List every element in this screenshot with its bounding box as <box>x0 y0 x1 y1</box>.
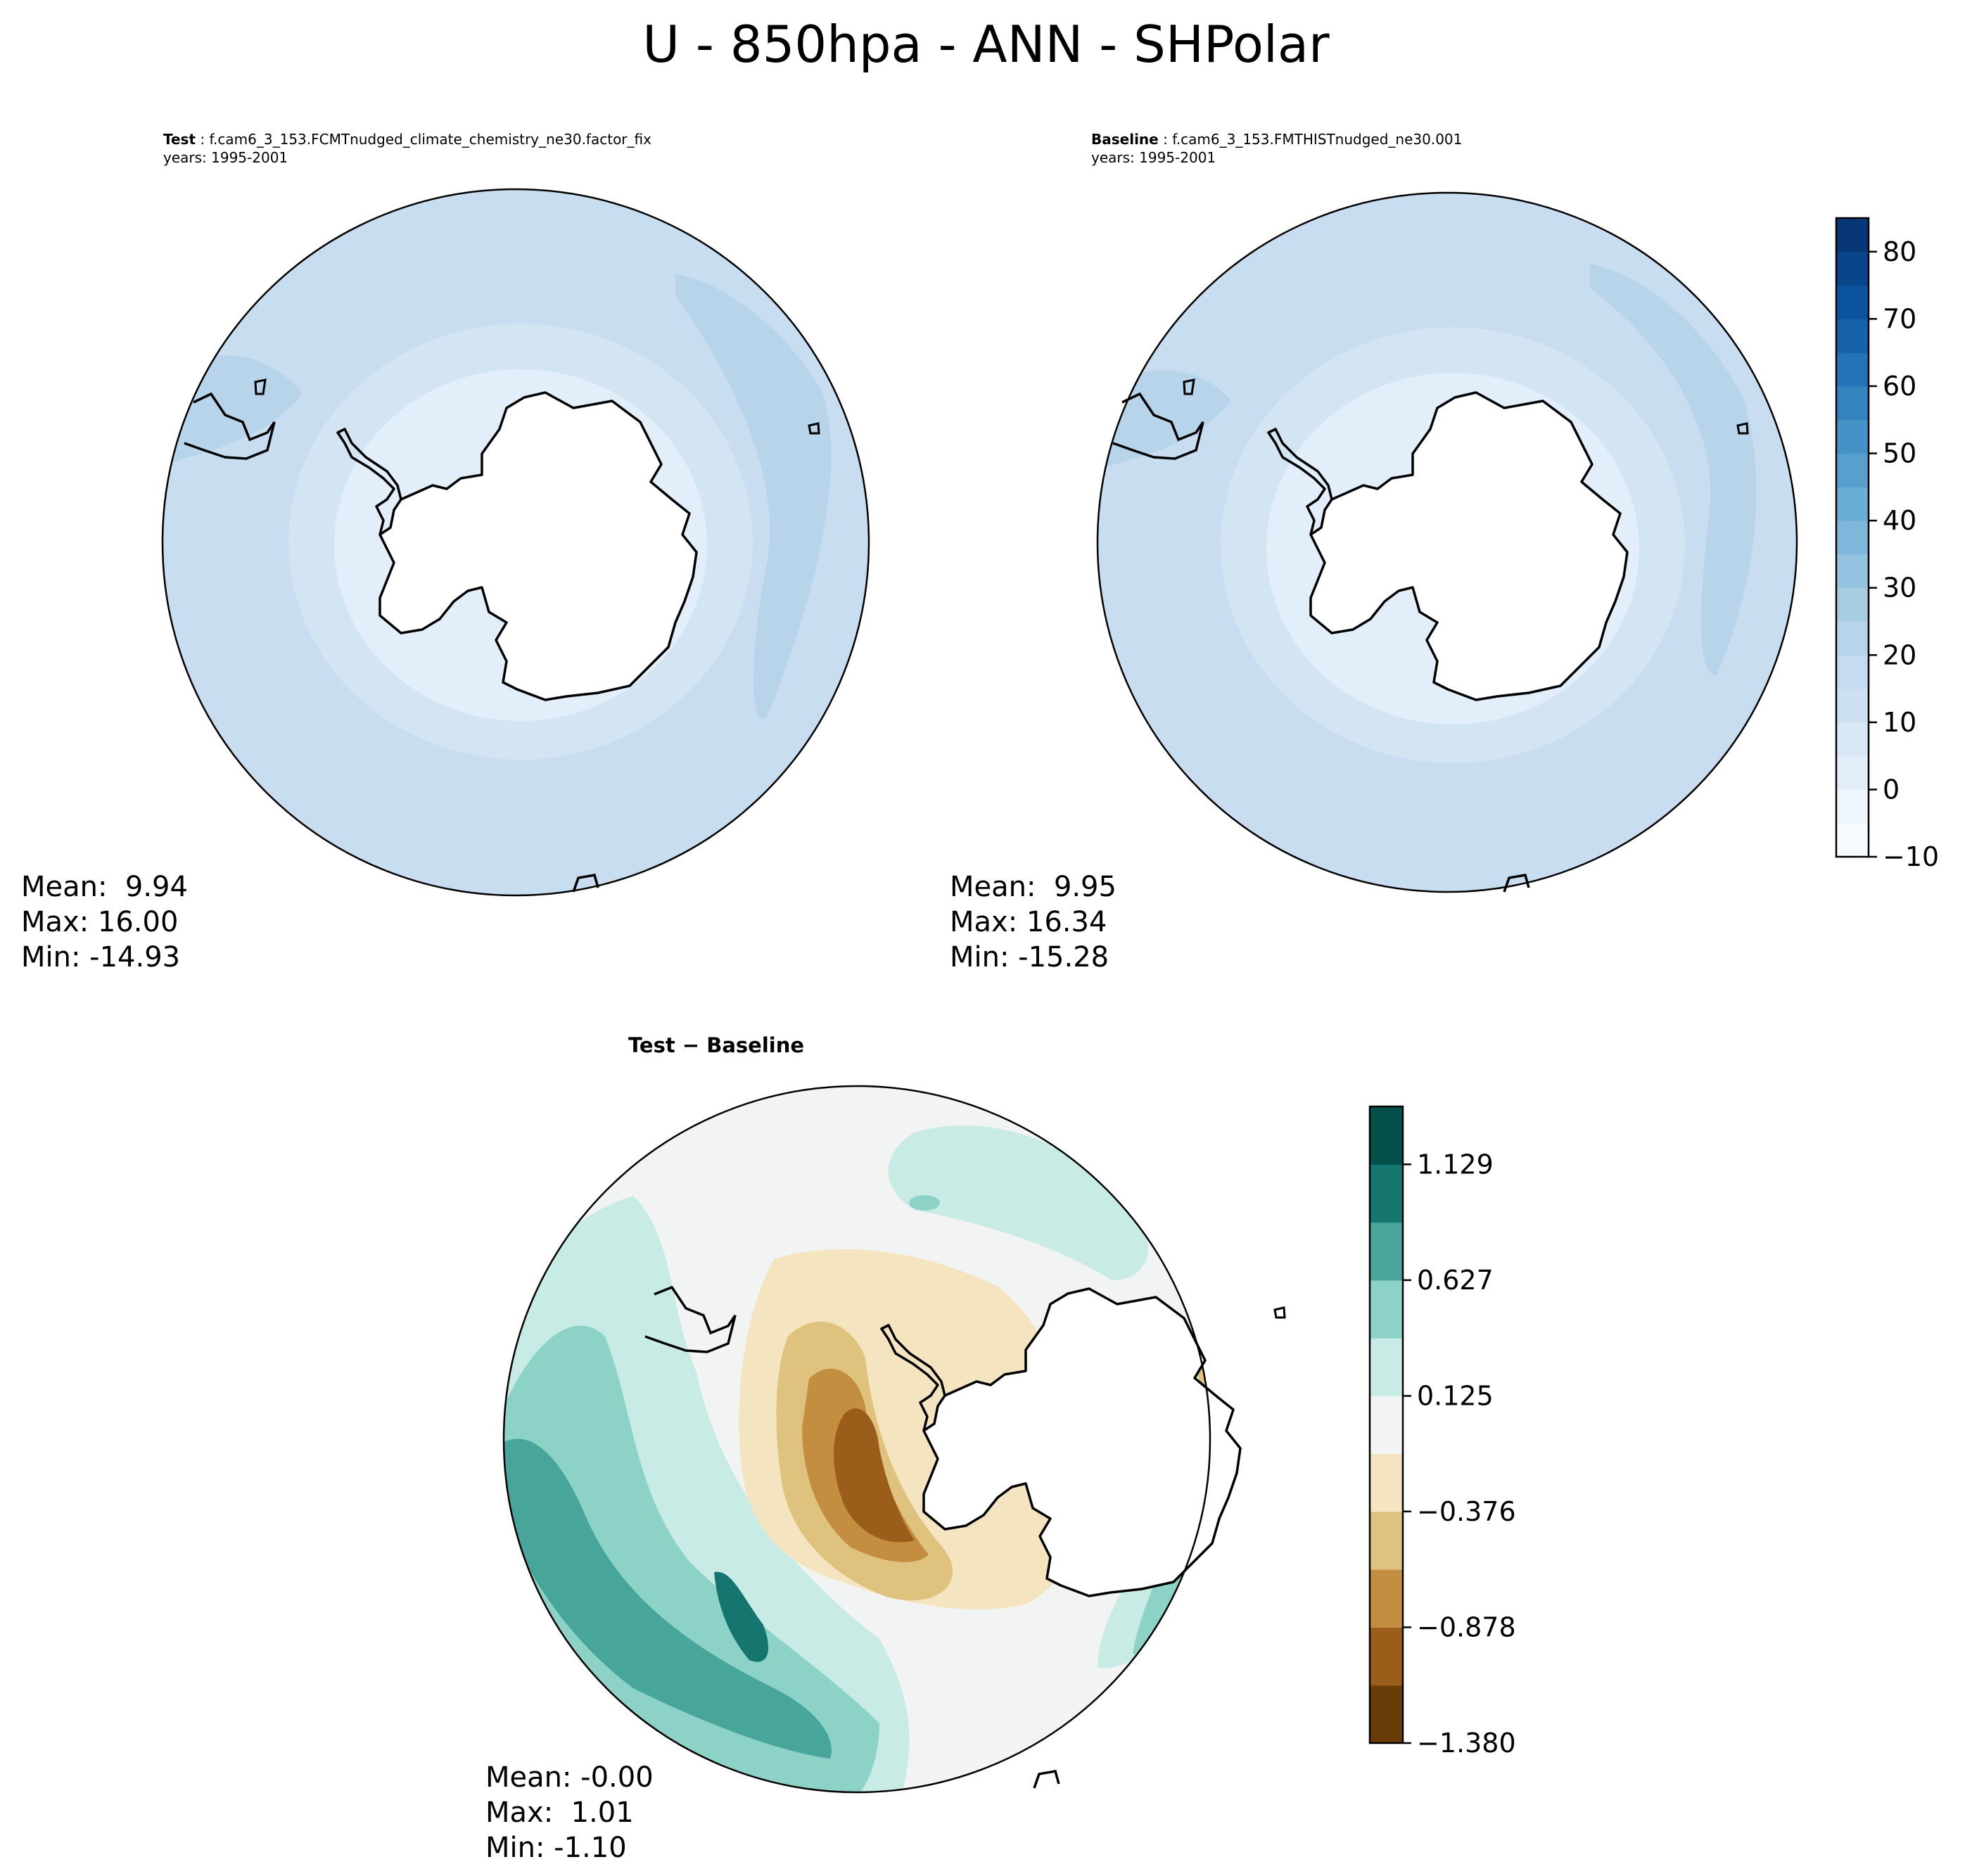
diff-teal-max-west <box>714 1571 769 1662</box>
brbg-colorbar-swatch-9 <box>1370 1164 1403 1223</box>
brbg-colorbar-swatch-1 <box>1370 1627 1403 1686</box>
baseline-min: Min: -15.28 <box>950 941 1109 974</box>
baseline-label: Baseline <box>1091 131 1159 148</box>
test-jet-band <box>675 274 832 719</box>
diff-brown-mid-ne <box>1228 1182 1287 1322</box>
baseline-falklands-outline <box>1183 378 1195 395</box>
baseline-mean: Mean: 9.95 <box>950 871 1117 903</box>
diff-tasmania-outline <box>1033 1770 1060 1789</box>
baseline-stats: Mean: 9.95 Max: 16.34 Min: -15.28 <box>950 869 1117 975</box>
blues-colorbar-swatch-11 <box>1836 453 1869 487</box>
baseline-case: f.cam6_3_153.FMTHISTnudged_ne30.001 <box>1172 131 1463 148</box>
blues-colorbar-swatch-4 <box>1836 689 1869 723</box>
test-falklands-outline <box>254 378 267 395</box>
brbg-colorbar-swatch-7 <box>1370 1280 1403 1339</box>
blues-colorbar-swatch-10 <box>1836 487 1869 521</box>
brbg-colorbar-tick-label-1: −0.878 <box>1417 1612 1516 1642</box>
baseline-tasmania-outline <box>1503 874 1530 893</box>
test-kerguelen-outline <box>808 422 820 435</box>
diff-brown-min-west <box>834 1408 915 1543</box>
test-map-frame <box>161 188 870 897</box>
blues-colorbar-swatch-7 <box>1836 587 1869 623</box>
baseline-max: Max: 16.34 <box>950 906 1107 938</box>
blues-colorbar-swatch-12 <box>1836 419 1869 454</box>
brbg-colorbar-swatch-5 <box>1370 1396 1403 1455</box>
blues-colorbar-tick-label-5: 40 <box>1883 505 1916 536</box>
test-stats: Mean: 9.94 Max: 16.00 Min: -14.93 <box>21 869 188 975</box>
blues-colorbar-swatch-14 <box>1836 352 1869 387</box>
baseline-map-frame <box>1096 191 1798 893</box>
diff-map <box>502 1085 1302 1794</box>
brbg-colorbar-swatch-8 <box>1370 1222 1403 1281</box>
blues-colorbar-swatch-15 <box>1836 319 1869 353</box>
test-header: Test : f.cam6_3_153.FCMTnudged_climate_c… <box>163 131 651 166</box>
baseline-header: Baseline : f.cam6_3_153.FMTHISTnudged_ne… <box>1091 131 1463 166</box>
diff-map-frame <box>502 1085 1211 1794</box>
blues-colorbar-swatch-2 <box>1836 755 1869 791</box>
blues-colorbar-tick-label-9: 80 <box>1883 236 1916 267</box>
diff-teal-spot <box>909 1195 940 1211</box>
brbg-colorbar-swatch-4 <box>1370 1453 1403 1512</box>
diff-kerguelen-outline <box>1273 1306 1286 1319</box>
test-min: Min: -14.93 <box>21 941 181 974</box>
brbg-colorbar-swatch-2 <box>1370 1569 1403 1628</box>
brbg-colorbar-swatch-3 <box>1370 1511 1403 1570</box>
blues-colorbar-swatch-13 <box>1836 385 1869 421</box>
test-south-america-coastline <box>184 392 276 460</box>
baseline-map <box>1096 191 1798 893</box>
brbg-colorbar-tick-label-3: 0.125 <box>1417 1381 1494 1412</box>
blues-colorbar-tick-label-1: 0 <box>1883 774 1900 805</box>
blues-colorbar-swatch-1 <box>1836 789 1869 824</box>
blues-colorbar-swatch-8 <box>1836 554 1869 589</box>
brbg-colorbar-tick-label-0: −1.380 <box>1417 1728 1516 1759</box>
blues-colorbar-swatch-18 <box>1836 218 1869 253</box>
brbg-colorbar-tick-label-4: 0.627 <box>1417 1265 1494 1296</box>
blues-colorbar-tick-label-7: 60 <box>1883 371 1916 402</box>
diff-teal-dark-west <box>504 1438 832 1759</box>
blues-colorbar-swatch-17 <box>1836 251 1869 286</box>
diff-south-america-coastline <box>644 1285 737 1353</box>
blues-colorbar-tick-label-6: 50 <box>1883 438 1916 469</box>
blues-colorbar-frame <box>1835 217 1870 858</box>
brbg-colorbar: −1.380 −0.878 −0.376 0.125 0.627 1.129 <box>1368 1105 1516 1759</box>
blues-colorbar-tick-label-3: 20 <box>1883 639 1916 670</box>
baseline-years: years: 1995-2001 <box>1091 149 1216 166</box>
test-map <box>161 188 870 897</box>
figure-title: U - 850hpa - ANN - SHPolar <box>642 15 1330 74</box>
blues-colorbar: −10 0 10 20 30 40 50 60 70 80 <box>1835 217 1939 872</box>
blues-colorbar-swatch-0 <box>1836 823 1869 857</box>
blues-colorbar-swatch-6 <box>1836 621 1869 656</box>
brbg-colorbar-tick-label-2: −0.376 <box>1417 1496 1516 1527</box>
test-tasmania-outline <box>572 874 599 893</box>
diff-title: Test − Baseline <box>628 1033 805 1057</box>
blues-colorbar-swatch-9 <box>1836 521 1869 555</box>
blues-colorbar-tick-label-0: −10 <box>1883 841 1939 872</box>
blues-colorbar-swatch-3 <box>1836 722 1869 757</box>
diff-max: Max: 1.01 <box>485 1797 634 1829</box>
test-label: Test <box>163 131 196 148</box>
baseline-kerguelen-outline <box>1736 422 1749 435</box>
blues-colorbar-swatch-5 <box>1836 655 1869 689</box>
blues-colorbar-tick-label-4: 30 <box>1883 573 1916 604</box>
blues-colorbar-tick-label-8: 70 <box>1883 303 1916 334</box>
test-max: Max: 16.00 <box>21 906 179 938</box>
test-mean: Mean: 9.94 <box>21 871 188 903</box>
test-case: f.cam6_3_153.FCMTnudged_climate_chemistr… <box>209 131 651 148</box>
brbg-colorbar-swatch-10 <box>1370 1106 1403 1165</box>
diff-stats: Mean: -0.00 Max: 1.01 Min: -1.10 <box>485 1760 654 1865</box>
brbg-colorbar-frame <box>1368 1105 1404 1744</box>
baseline-south-america-coastline <box>1112 392 1204 460</box>
diff-min: Min: -1.10 <box>485 1832 627 1864</box>
brbg-colorbar-tick-label-5: 1.129 <box>1417 1149 1494 1180</box>
test-years: years: 1995-2001 <box>163 149 288 166</box>
brbg-colorbar-swatch-6 <box>1370 1338 1403 1397</box>
blues-colorbar-swatch-16 <box>1836 285 1869 319</box>
baseline-jet-band <box>1590 264 1757 675</box>
blues-colorbar-tick-label-2: 10 <box>1883 707 1916 738</box>
diff-mean: Mean: -0.00 <box>485 1761 654 1794</box>
brbg-colorbar-swatch-0 <box>1370 1685 1403 1744</box>
diff-brown-light-ne <box>1217 1154 1302 1336</box>
